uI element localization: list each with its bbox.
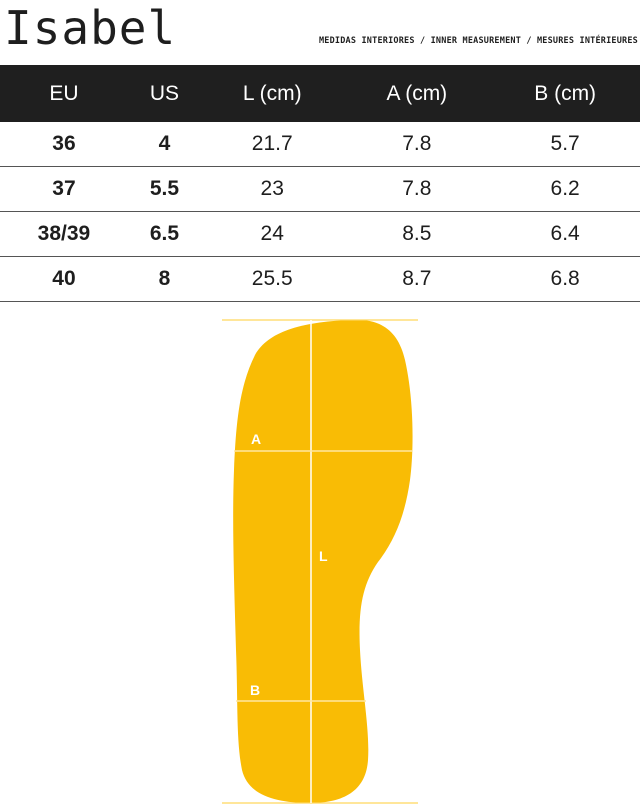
table-row: 40 8 25.5 8.7 6.8 — [0, 256, 640, 302]
cell-l: 25.5 — [201, 256, 344, 302]
header-us: US — [127, 65, 202, 122]
cell-eu: 37 — [0, 166, 128, 212]
cell-a: 7.8 — [343, 166, 491, 212]
measurement-subtitle: MEDIDAS INTERIORES / INNER MEASUREMENT /… — [318, 36, 638, 46]
label-l: L — [319, 548, 328, 564]
cell-l: 23 — [201, 166, 344, 212]
size-table: EU US L (cm) A (cm) B (cm) 36 4 21.7 7.8 5.7… — [0, 65, 640, 302]
cell-l: 21.7 — [201, 122, 344, 167]
cell-eu: 40 — [0, 256, 128, 302]
cell-b: 6.2 — [490, 166, 640, 212]
header-b: B (cm) — [490, 65, 640, 122]
header-a: A (cm) — [343, 65, 491, 122]
cell-eu: 38/39 — [0, 211, 128, 257]
product-title: Isabel — [4, 1, 177, 55]
label-a: A — [251, 431, 261, 447]
cell-eu: 36 — [0, 122, 128, 167]
header-eu: EU — [0, 65, 128, 122]
cell-a: 7.8 — [343, 122, 491, 167]
table-row: 36 4 21.7 7.8 5.7 — [0, 122, 640, 167]
header-l: L (cm) — [201, 65, 344, 122]
label-b: B — [250, 682, 260, 698]
cell-b: 6.4 — [490, 211, 640, 257]
cell-us: 5.5 — [127, 166, 202, 212]
cell-a: 8.7 — [343, 256, 491, 302]
cell-b: 5.7 — [490, 122, 640, 167]
cell-b: 6.8 — [490, 256, 640, 302]
table-row: 38/39 6.5 24 8.5 6.4 — [0, 211, 640, 257]
cell-l: 24 — [201, 211, 344, 257]
cell-a: 8.5 — [343, 211, 491, 257]
table-header-row: EU US L (cm) A (cm) B (cm) — [0, 65, 640, 122]
table-row: 37 5.5 23 7.8 6.2 — [0, 166, 640, 212]
cell-us: 4 — [127, 122, 202, 167]
cell-us: 6.5 — [127, 211, 202, 257]
insole-shape — [233, 319, 413, 803]
cell-us: 8 — [127, 256, 202, 302]
